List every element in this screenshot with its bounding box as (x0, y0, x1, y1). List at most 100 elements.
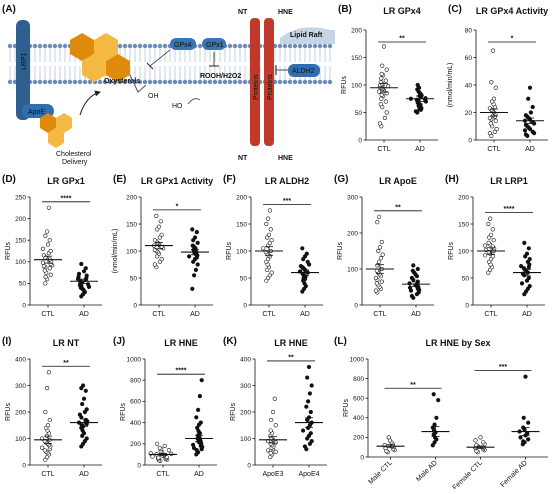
gpx1-protein (202, 38, 226, 50)
y-tick-label: 100 (351, 82, 362, 89)
lipid-head-bottom (327, 79, 333, 85)
data-point (378, 102, 383, 107)
y-tick-label: 0 (133, 302, 137, 309)
chart-title: LR HNE (274, 338, 308, 348)
data-point (191, 442, 196, 447)
lipid-head-bottom (112, 79, 118, 85)
data-point (301, 428, 306, 433)
data-point (526, 437, 531, 442)
lipid-head-top (302, 43, 308, 49)
chart-title: LR GPx1 Activity (141, 176, 213, 186)
data-point (266, 232, 272, 237)
chart-title: LR ALDH2 (265, 176, 309, 186)
delivery-arrow (79, 90, 101, 116)
data-point (195, 240, 200, 245)
lipid-head-top (62, 43, 68, 49)
lipid-head-top (47, 43, 53, 49)
aldh2-label: ALDH2 (292, 68, 315, 75)
data-point (40, 246, 46, 251)
y-tick-label: 0 (354, 302, 358, 309)
data-point (48, 272, 53, 277)
chart-panel-e: (E) LR GPx1 Activity 0 50 100 150 200 (nmol/min… (112, 174, 213, 318)
lipid-head-bottom (152, 79, 158, 85)
significance-label: *** (499, 364, 507, 371)
data-point (523, 122, 529, 127)
data-point (194, 230, 199, 235)
y-tick-label: 300 (347, 194, 358, 201)
y-tick-label: 0 (137, 462, 141, 469)
chart-panel-h: (H) LR LRP1 0 50 100 150 200 RFUs CTL AD **** (445, 174, 545, 318)
chart-panel-d: (D) LR GPx1 0 50 100 150 200 250 RFUs CTL AD **** (2, 174, 102, 318)
data-point (309, 383, 314, 388)
y-tick-label: 200 (351, 27, 362, 34)
x-tick-label: CTL (156, 471, 169, 478)
data-point (436, 398, 441, 403)
data-point (81, 396, 87, 401)
data-point (306, 399, 311, 404)
data-point (77, 412, 82, 417)
chart-title: LR GPx4 (383, 6, 421, 16)
y-tick-label: 200 (353, 435, 364, 442)
significance-label: * (511, 36, 514, 43)
data-point (432, 422, 437, 427)
data-point (76, 271, 82, 276)
data-point (376, 89, 382, 94)
y-tick-label: 200 (126, 194, 137, 201)
data-point (380, 63, 385, 68)
lipid-head-bottom (7, 79, 13, 85)
protein-1-label: Proteins (253, 74, 260, 100)
panel-label-l: (L) (334, 336, 347, 347)
lipid-head-bottom (242, 79, 248, 85)
lipid-head-top (117, 43, 123, 49)
data-point (487, 131, 493, 136)
y-tick-label: 600 (130, 399, 141, 406)
data-point (46, 205, 52, 210)
rooh-label: ROOH/H2O2 (200, 73, 241, 80)
data-point (43, 281, 48, 286)
lipid-head-top (292, 43, 298, 49)
protein-2 (264, 18, 274, 146)
chart-panel-b: (B) LR GPx4 0 50 100 150 200 RFUs CTL AD ** (338, 4, 438, 153)
significance-label: **** (504, 206, 515, 213)
data-point (84, 273, 89, 278)
data-point (194, 415, 199, 420)
lipid-head-bottom (227, 79, 233, 85)
y-tick-label: 800 (130, 378, 141, 385)
cholesterol-label-2: Delivery (62, 159, 88, 166)
x-tick-label: CTL (262, 311, 275, 318)
y-axis-label: RFUs (226, 242, 233, 260)
data-point (308, 409, 313, 415)
data-point (192, 235, 198, 240)
data-point (378, 256, 384, 261)
y-tick-label: 0 (243, 302, 247, 309)
data-point (42, 448, 47, 453)
lipid-head-bottom (192, 79, 198, 85)
data-point (409, 293, 415, 299)
data-point (526, 96, 531, 101)
data-point (192, 273, 197, 278)
lrp1-label: LRP1 (21, 52, 28, 70)
data-point (265, 448, 271, 453)
lipid-head-top (132, 43, 138, 49)
significance-label: *** (283, 198, 291, 205)
chart-panel-j: (J) LR HNE 0 200 400 600 800 1000 RFUs CTL AD **** (113, 336, 217, 478)
y-tick-label: 150 (458, 221, 469, 228)
y-tick-label: 400 (240, 356, 251, 363)
x-tick-label: CTL (41, 311, 54, 318)
y-tick-label: 1000 (350, 356, 365, 363)
data-point (493, 85, 498, 90)
y-tick-label: 200 (458, 194, 469, 201)
lipid-raft-shape (280, 27, 335, 44)
x-tick-label: AD (190, 311, 200, 318)
data-point (434, 415, 439, 420)
lipid-head-top (137, 43, 143, 49)
lipid-head-bottom (167, 79, 173, 85)
data-point (386, 435, 391, 440)
lipid-head-top (37, 43, 43, 49)
lipid-head-top (317, 43, 323, 49)
y-tick-label: 100 (240, 436, 251, 443)
apoe-label: ApoE (28, 109, 45, 116)
x-tick-label: CTL (377, 146, 390, 153)
lipid-head-bottom (82, 79, 88, 85)
chart-panel-f: (F) LR ALDH2 0 50 100 150 200 RFUs CTL AD *** (223, 174, 323, 318)
